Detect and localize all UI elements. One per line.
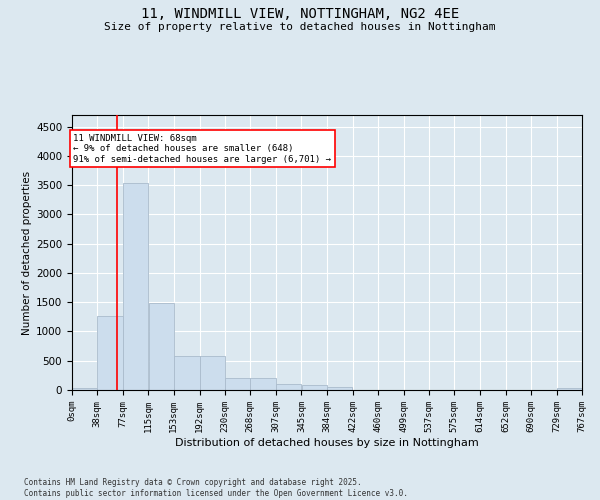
Text: 11 WINDMILL VIEW: 68sqm
← 9% of detached houses are smaller (648)
91% of semi-de: 11 WINDMILL VIEW: 68sqm ← 9% of detached…: [73, 134, 331, 164]
Bar: [302, 386, 327, 390]
Y-axis label: Number of detached properties: Number of detached properties: [22, 170, 32, 334]
Bar: [123, 183, 148, 390]
Text: Contains HM Land Registry data © Crown copyright and database right 2025.
Contai: Contains HM Land Registry data © Crown c…: [24, 478, 408, 498]
Bar: [250, 378, 276, 390]
Bar: [557, 388, 582, 390]
Bar: [276, 384, 301, 390]
Bar: [149, 303, 173, 390]
X-axis label: Distribution of detached houses by size in Nottingham: Distribution of detached houses by size …: [175, 438, 479, 448]
Bar: [225, 378, 250, 390]
Text: 11, WINDMILL VIEW, NOTTINGHAM, NG2 4EE: 11, WINDMILL VIEW, NOTTINGHAM, NG2 4EE: [141, 8, 459, 22]
Bar: [200, 356, 225, 390]
Bar: [328, 387, 352, 390]
Bar: [97, 316, 123, 390]
Text: Size of property relative to detached houses in Nottingham: Size of property relative to detached ho…: [104, 22, 496, 32]
Bar: [174, 356, 200, 390]
Bar: [72, 388, 97, 390]
